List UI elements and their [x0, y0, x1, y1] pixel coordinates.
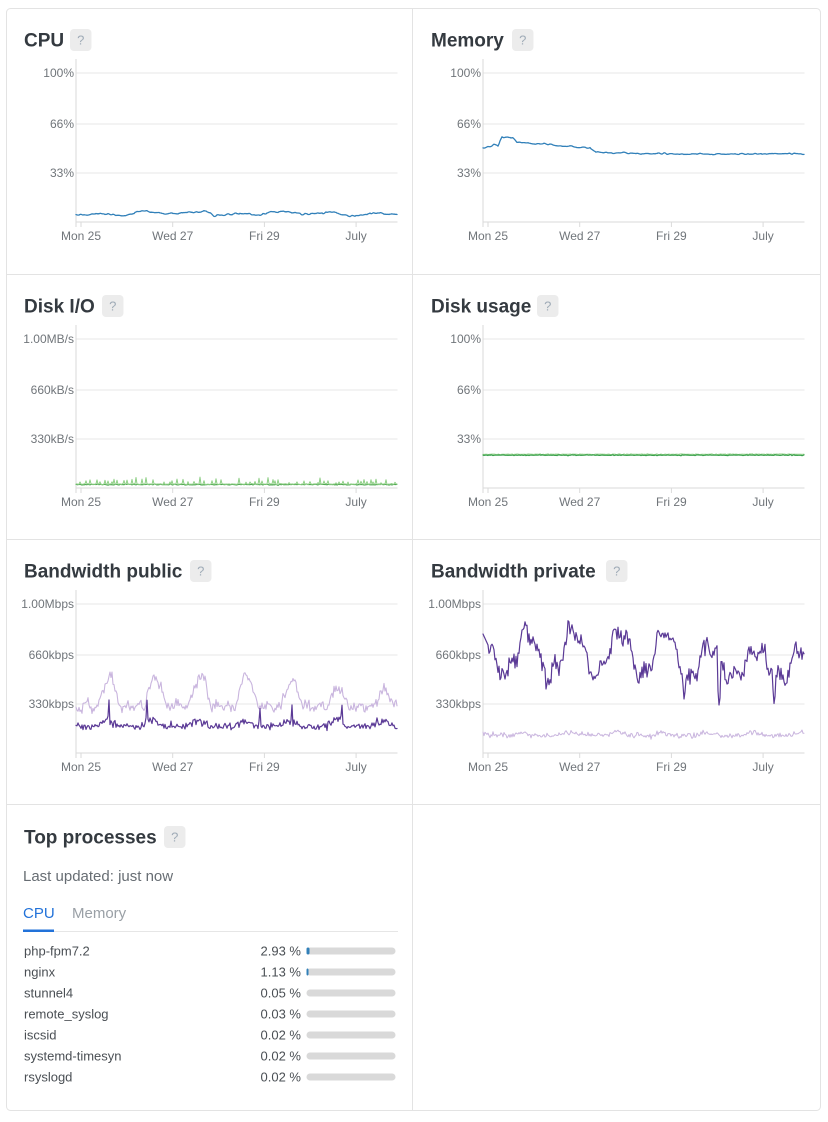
- svg-text:66%: 66%: [50, 117, 74, 131]
- svg-text:Mon 25: Mon 25: [61, 495, 101, 509]
- svg-text:33%: 33%: [457, 432, 481, 446]
- svg-text:Mon 25: Mon 25: [468, 495, 508, 509]
- svg-text:Wed 27: Wed 27: [559, 760, 600, 774]
- svg-text:1.00Mbps: 1.00Mbps: [21, 597, 74, 611]
- svg-text:July: July: [345, 760, 366, 774]
- svg-text:Mon 25: Mon 25: [61, 229, 101, 243]
- svg-text:July: July: [345, 495, 366, 509]
- svg-text:100%: 100%: [43, 66, 74, 80]
- svg-text:Fri 29: Fri 29: [656, 495, 687, 509]
- svg-text:CPU: CPU: [23, 905, 55, 922]
- svg-text:remote_syslog: remote_syslog: [24, 1007, 109, 1022]
- svg-text:?: ?: [171, 830, 178, 845]
- svg-text:July: July: [752, 760, 773, 774]
- svg-text:Wed 27: Wed 27: [152, 495, 193, 509]
- svg-text:0.02 %: 0.02 %: [261, 1049, 302, 1064]
- svg-text:July: July: [752, 229, 773, 243]
- svg-text:100%: 100%: [450, 332, 481, 346]
- svg-text:330kbps: 330kbps: [29, 697, 74, 711]
- svg-text:July: July: [752, 495, 773, 509]
- svg-text:Fri 29: Fri 29: [656, 229, 687, 243]
- svg-text:660kbps: 660kbps: [29, 648, 74, 662]
- svg-text:Bandwidth private: Bandwidth private: [431, 562, 596, 583]
- svg-text:0.02 %: 0.02 %: [261, 1070, 302, 1085]
- svg-text:660kbps: 660kbps: [436, 648, 481, 662]
- svg-text:iscsid: iscsid: [24, 1028, 57, 1043]
- svg-text:php-fpm7.2: php-fpm7.2: [24, 944, 90, 959]
- svg-text:Wed 27: Wed 27: [152, 229, 193, 243]
- svg-text:Wed 27: Wed 27: [559, 229, 600, 243]
- svg-text:?: ?: [109, 299, 116, 314]
- svg-text:?: ?: [77, 33, 84, 48]
- svg-text:Mon 25: Mon 25: [468, 760, 508, 774]
- svg-text:Fri 29: Fri 29: [656, 760, 687, 774]
- svg-text:330kbps: 330kbps: [436, 697, 481, 711]
- svg-text:1.13 %: 1.13 %: [261, 965, 302, 980]
- svg-text:Mon 25: Mon 25: [61, 760, 101, 774]
- svg-text:?: ?: [197, 564, 204, 579]
- svg-text:Wed 27: Wed 27: [152, 760, 193, 774]
- svg-text:0.02 %: 0.02 %: [261, 1028, 302, 1043]
- svg-text:Memory: Memory: [431, 31, 504, 52]
- svg-text:Fri 29: Fri 29: [249, 229, 280, 243]
- svg-text:?: ?: [613, 564, 620, 579]
- svg-text:Disk usage: Disk usage: [431, 297, 531, 318]
- svg-text:33%: 33%: [457, 166, 481, 180]
- svg-text:Disk I/O: Disk I/O: [24, 297, 95, 318]
- svg-text:0.05 %: 0.05 %: [261, 986, 302, 1001]
- svg-text:330kB/s: 330kB/s: [31, 432, 74, 446]
- svg-text:1.00MB/s: 1.00MB/s: [23, 332, 74, 346]
- svg-text:July: July: [345, 229, 366, 243]
- svg-text:2.93 %: 2.93 %: [261, 944, 302, 959]
- svg-text:Bandwidth public: Bandwidth public: [24, 562, 183, 583]
- svg-text:66%: 66%: [457, 383, 481, 397]
- svg-text:1.00Mbps: 1.00Mbps: [428, 597, 481, 611]
- svg-text:rsyslogd: rsyslogd: [24, 1070, 72, 1085]
- svg-text:Fri 29: Fri 29: [249, 495, 280, 509]
- svg-text:Last updated: just now: Last updated: just now: [23, 868, 173, 885]
- svg-text:66%: 66%: [457, 117, 481, 131]
- svg-text:?: ?: [519, 33, 526, 48]
- svg-text:660kB/s: 660kB/s: [31, 383, 74, 397]
- svg-text:Memory: Memory: [72, 905, 127, 922]
- svg-text:stunnel4: stunnel4: [24, 986, 73, 1001]
- svg-text:Wed 27: Wed 27: [559, 495, 600, 509]
- svg-text:CPU: CPU: [24, 31, 64, 52]
- svg-text:33%: 33%: [50, 166, 74, 180]
- svg-text:nginx: nginx: [24, 965, 56, 980]
- svg-text:Fri 29: Fri 29: [249, 760, 280, 774]
- svg-text:Top processes: Top processes: [24, 828, 157, 849]
- svg-text:systemd-timesyn: systemd-timesyn: [24, 1049, 122, 1064]
- svg-text:Mon 25: Mon 25: [468, 229, 508, 243]
- svg-text:0.03 %: 0.03 %: [261, 1007, 302, 1022]
- svg-text:100%: 100%: [450, 66, 481, 80]
- svg-text:?: ?: [544, 299, 551, 314]
